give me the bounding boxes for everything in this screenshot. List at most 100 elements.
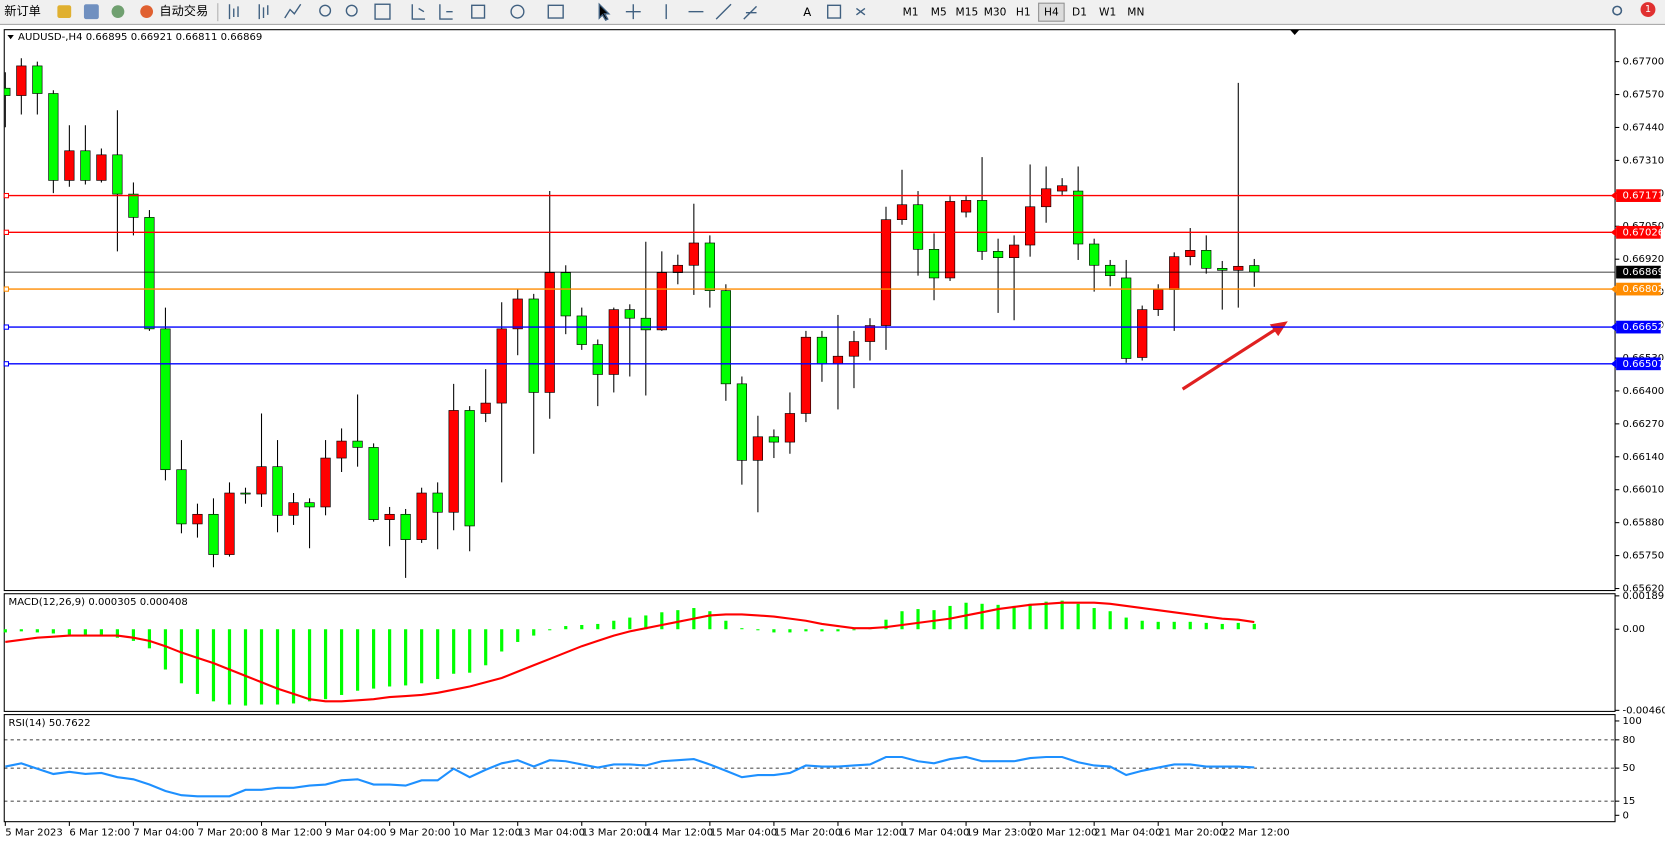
candle-body [720,290,731,385]
icon[interactable] [228,4,239,20]
candle-body [576,315,587,345]
histogram-bar [820,629,824,632]
histogram-bar [468,629,472,673]
histogram-bar [564,626,568,630]
x-tick-label: 13 Mar 20:00 [582,827,649,838]
icon[interactable] [345,4,358,17]
timeframe-button[interactable]: W1 [1099,6,1116,19]
histogram-bar [852,629,856,631]
timeframe-button[interactable]: D1 [1072,6,1087,19]
timeframe-button[interactable]: H4 [1044,6,1059,19]
text-tool[interactable]: A [803,5,811,19]
icon[interactable] [715,3,732,20]
x-tick-label: 21 Mar 04:00 [1094,827,1161,838]
icon[interactable] [111,5,125,19]
timeframe-button[interactable]: H1 [1016,6,1031,19]
timeframe-button[interactable]: MN [1127,6,1144,19]
icon[interactable] [258,4,269,20]
level-handle[interactable] [3,192,10,199]
icon[interactable] [374,3,391,20]
level-tag-arrow [1610,191,1617,200]
new-order[interactable]: 新订单 [4,3,41,18]
candle-body [304,502,315,508]
timeframe-button[interactable]: M15 [956,6,979,19]
histogram-bar [900,611,904,630]
icon[interactable] [471,4,486,19]
icon[interactable] [411,4,426,20]
icon[interactable] [83,4,99,20]
histogram-bar [1076,603,1080,630]
candle-body [1073,190,1084,245]
x-tick-label: 9 Mar 20:00 [390,827,451,838]
notification-count: 1 [1645,4,1651,15]
histogram-bar [644,615,648,630]
notification-badge[interactable] [1640,2,1656,17]
histogram-bar [1204,622,1208,630]
icon[interactable] [284,3,302,19]
timeframe-button[interactable]: M30 [984,6,1007,19]
histogram-bar [1124,617,1128,630]
histogram-bar [323,629,328,700]
level-handle[interactable] [3,361,10,367]
timeframe-button[interactable]: M1 [903,6,919,19]
candle-body [320,457,331,508]
y-tick-label: 0.67570 [1622,90,1664,101]
icon[interactable] [510,4,525,19]
histogram-bar [147,629,152,649]
toolbar: A 新订单 自动交易 1 [0,0,1665,25]
histogram-bar [884,619,888,630]
histogram-bar [740,628,744,630]
level-tag [1616,320,1661,334]
y-tick-label: -0.004606 [1622,705,1665,716]
level-handle[interactable] [3,324,10,330]
candle-body [336,440,347,459]
icon[interactable] [57,5,72,19]
icon[interactable] [439,4,453,20]
histogram-bar [1108,611,1112,630]
y-tick-label: 0.66920 [1622,254,1664,265]
search-icon[interactable] [1612,5,1623,16]
candle-body [1105,264,1116,276]
histogram-bar [452,629,456,674]
icon[interactable] [625,4,641,20]
auto-trading[interactable]: 自动交易 [159,3,208,18]
level-tag-arrow [1610,359,1617,369]
candle-body [688,242,699,266]
level-handle[interactable] [3,286,10,292]
icon[interactable] [598,2,611,22]
candle-body [1008,244,1020,258]
histogram-bar [660,612,664,630]
histogram-bar [916,609,920,630]
candle-body [144,217,155,330]
candle-body [1057,185,1068,192]
candle-body [864,325,876,342]
candle-body [64,150,75,181]
icon[interactable] [855,7,866,16]
y-tick-label: 0.65750 [1622,551,1664,562]
y-tick-label: 0.65620 [1622,584,1664,595]
histogram-bar [339,629,344,695]
x-tick-label: 17 Mar 04:00 [902,827,969,838]
histogram-bar [372,629,376,689]
icon[interactable] [319,4,332,17]
histogram-bar [275,629,280,705]
y-tick-label: 80 [1622,735,1635,746]
icon[interactable] [140,5,154,19]
level-handle[interactable] [3,229,10,235]
level-label: 0.66652 [1622,322,1664,333]
icon[interactable] [743,5,758,20]
collapse-icon[interactable] [7,34,14,40]
icon[interactable] [547,4,564,19]
histogram-bar [676,610,680,630]
candle-body [32,65,43,94]
icon[interactable] [827,4,842,19]
candle-body [160,328,171,471]
y-tick-label: 15 [1622,796,1635,807]
histogram-bar [1156,621,1160,630]
y-tick-label: 0.67310 [1622,155,1664,166]
timeframe-active[interactable] [1038,2,1065,22]
y-tick-label: 0.67440 [1622,122,1664,133]
y-tick-label: 0.66140 [1622,452,1664,463]
timeframe-button[interactable]: M5 [931,6,947,19]
histogram-bar [516,629,520,642]
